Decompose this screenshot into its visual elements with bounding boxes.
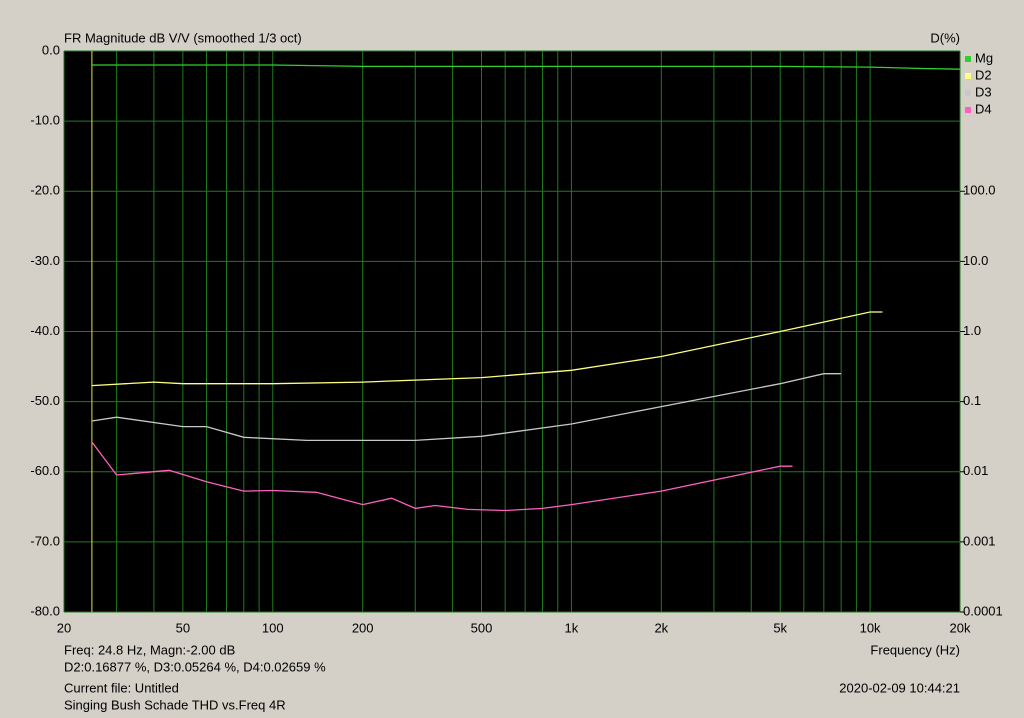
x-tick-label: 10k: [860, 620, 881, 635]
y-tick-label: -20.0: [30, 183, 60, 198]
x-tick-label: 5k: [773, 620, 787, 635]
y2-tick-label: 0.001: [963, 533, 996, 548]
status-description: Singing Bush Schade THD vs.Freq 4R: [64, 697, 286, 712]
series-line: [91, 373, 842, 442]
y-tick-label: -80.0: [30, 603, 60, 618]
x-axis-label: Frequency (Hz): [870, 642, 960, 657]
x-tick-label: 1k: [565, 620, 579, 635]
legend-swatch: [965, 56, 971, 62]
y2-tick-label: 0.01: [963, 463, 988, 478]
legend-swatch: [965, 90, 971, 96]
status-cursor: Freq: 24.8 Hz, Magn:-2.00 dB: [64, 642, 235, 657]
y-tick-label: -70.0: [30, 533, 60, 548]
y-tick-label: -10.0: [30, 113, 60, 128]
y-tick-label: -40.0: [30, 323, 60, 338]
x-tick-label: 20k: [950, 620, 971, 635]
status-timestamp: 2020-02-09 10:44:21: [839, 680, 960, 695]
y2-tick-label: 0.1: [963, 393, 981, 408]
legend-swatch: [965, 73, 971, 79]
y2-tick-label: 100.0: [963, 183, 996, 198]
status-file: Current file: Untitled: [64, 680, 179, 695]
series-line: [91, 441, 793, 512]
legend-label: D3: [975, 84, 992, 99]
x-tick-label: 200: [352, 620, 374, 635]
x-tick-label: 20: [57, 620, 71, 635]
status-distortion: D2:0.16877 %, D3:0.05264 %, D4:0.02659 %: [64, 659, 326, 674]
series-line: [91, 311, 883, 387]
y-tick-label: 0.0: [42, 42, 60, 57]
y2-tick-label: 0.0001: [963, 603, 1003, 618]
chart-title: FR Magnitude dB V/V (smoothed 1/3 oct): [64, 30, 302, 45]
x-tick-label: 50: [176, 620, 190, 635]
x-tick-label: 100: [262, 620, 284, 635]
y-tick-label: -30.0: [30, 253, 60, 268]
y2-axis-label: D(%): [930, 30, 960, 45]
x-tick-label: 500: [471, 620, 493, 635]
y-tick-label: -50.0: [30, 393, 60, 408]
legend-label: Mg: [975, 50, 993, 65]
y2-tick-label: 1.0: [963, 323, 981, 338]
series-line: [91, 64, 961, 70]
y2-tick-label: 10.0: [963, 253, 988, 268]
legend-label: D4: [975, 101, 992, 116]
legend-swatch: [965, 107, 971, 113]
x-tick-label: 2k: [654, 620, 668, 635]
legend-label: D2: [975, 67, 992, 82]
y-tick-label: -60.0: [30, 463, 60, 478]
